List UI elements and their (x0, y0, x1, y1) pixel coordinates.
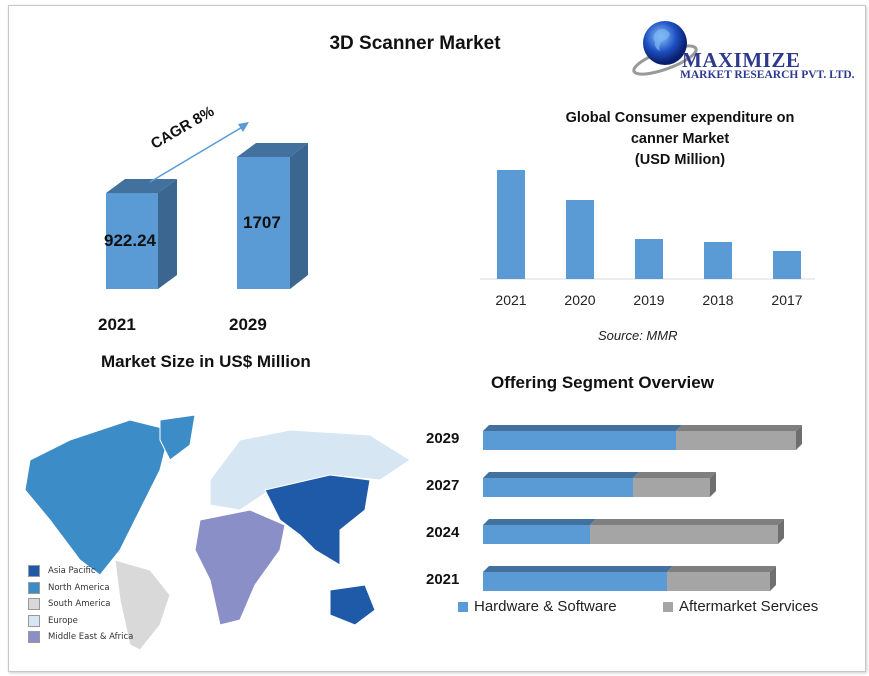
legend-label: Hardware & Software (474, 598, 617, 615)
value-label-2021: 922.24 (104, 231, 156, 250)
expenditure-chart (480, 170, 815, 280)
region-south-america (114, 559, 171, 650)
segment-legend-aftermarket: Aftermarket Services (663, 598, 818, 615)
legend-label: South America (48, 599, 111, 610)
bar-aftermarket-2021 (667, 572, 770, 591)
chart-title-line: (USD Million) (634, 152, 726, 168)
y-label-2024: 2024 (426, 524, 460, 541)
region-greenland (159, 414, 196, 461)
x-tick-label: 2019 (633, 292, 665, 308)
bar-top-aftermarket (676, 425, 802, 431)
year-label-2021: 2021 (98, 315, 136, 334)
map-legend-item: Europe (28, 613, 133, 630)
bar-aftermarket-2027 (633, 478, 710, 497)
chart-source: Source: MMR (598, 328, 678, 343)
bar-aftermarket-2029 (676, 431, 796, 450)
page-title: 3D Scanner Market (329, 33, 501, 54)
legend-label: Europe (48, 615, 78, 626)
value-label-2029: 1707 (243, 213, 281, 232)
bar-2021 (106, 179, 177, 289)
region-europe (209, 429, 411, 511)
y-label-2029: 2029 (426, 430, 460, 447)
bar-top-hardware (483, 566, 673, 572)
bar-aftermarket-2024 (590, 525, 778, 544)
y-label-2027: 2027 (426, 477, 460, 494)
bar-2029 (237, 143, 308, 289)
bar-top-aftermarket (633, 472, 716, 478)
x-tick-label: 2018 (702, 292, 734, 308)
map-legend-item: South America (28, 596, 133, 613)
bar-hardware-2021 (483, 572, 667, 591)
cagr-arrow (149, 122, 249, 183)
chart-title-line: canner Market (630, 131, 730, 147)
legend-label: North America (48, 582, 110, 593)
bar-top-aftermarket (667, 566, 776, 572)
bar-hardware-2029 (483, 431, 676, 450)
market-size-chart (106, 122, 308, 289)
bar-side (710, 472, 716, 497)
globe-icon (632, 21, 698, 76)
year-label-2029: 2029 (229, 315, 267, 334)
legend-label: Middle East & Africa (48, 632, 134, 643)
map-legend-item: Asia Pacific (28, 563, 133, 580)
legend-label: Asia Pacific (48, 566, 96, 577)
x-tick-label: 2021 (495, 292, 527, 308)
bar-hardware-2027 (483, 478, 633, 497)
map-legend-item: Middle East & Africa (28, 629, 133, 646)
bar-side (796, 425, 802, 450)
logo: MAXIMIZE MARKET RESEARCH PVT. LTD. (630, 18, 865, 83)
bar-hardware-2024 (483, 525, 590, 544)
frame-border (8, 5, 866, 672)
bar-top-hardware (483, 472, 639, 478)
x-tick-label: 2017 (771, 292, 803, 308)
bar-2020 (566, 200, 594, 279)
logo-subtitle: MARKET RESEARCH PVT. LTD. (680, 69, 855, 81)
legend-label: Aftermarket Services (679, 598, 819, 615)
logo-name: MAXIMIZE (682, 48, 801, 72)
region-middle-east-africa (194, 509, 286, 626)
segment-legend-hardware: Hardware & Software (458, 598, 617, 615)
bar-top-hardware (483, 519, 596, 525)
segment-chart (483, 425, 802, 591)
bar-side (778, 519, 784, 544)
y-label-2021: 2021 (426, 571, 460, 588)
map-legend-item: North America (28, 580, 133, 597)
segment-title: Offering Segment Overview (491, 373, 714, 392)
bar-top-aftermarket (590, 519, 784, 525)
bar-side (770, 566, 776, 591)
chart-title-line: Global Consumer expenditure on (565, 110, 795, 126)
map-legend: Asia Pacific North America South America… (28, 563, 133, 646)
region-north-america (24, 419, 171, 576)
x-tick-label: 2020 (564, 292, 596, 308)
bar-2018 (704, 242, 732, 279)
region-australia (329, 584, 376, 626)
bar-2017 (773, 251, 801, 279)
region-asia-pacific (264, 474, 371, 566)
bar-2019 (635, 239, 663, 279)
bar-2021 (497, 170, 525, 279)
bar-top-hardware (483, 425, 682, 431)
market-size-caption: Market Size in US$ Million (101, 352, 311, 371)
expenditure-chart-title: Global Consumer expenditure on canner Ma… (555, 108, 805, 171)
world-map (24, 414, 411, 650)
